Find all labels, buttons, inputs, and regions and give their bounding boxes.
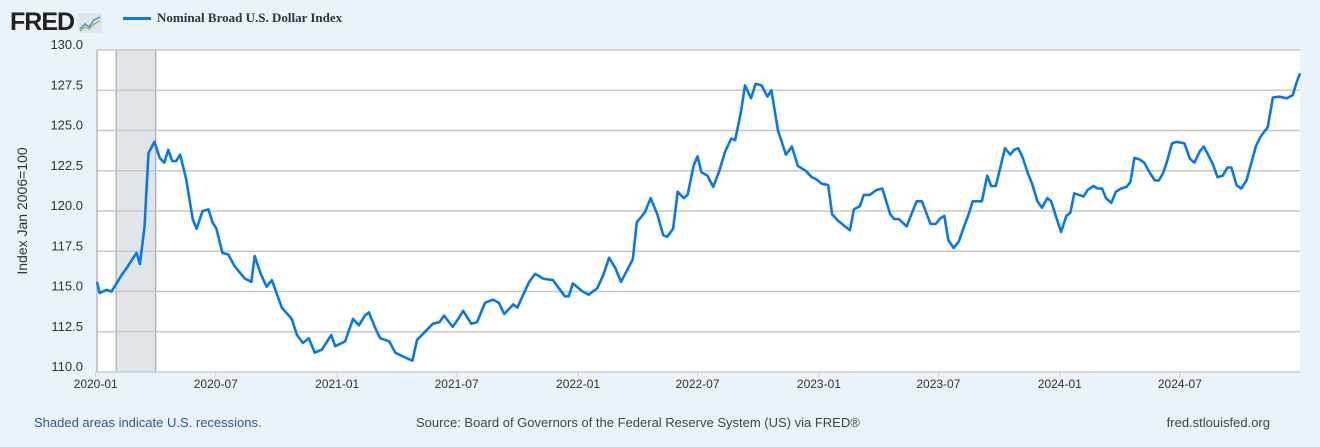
y-tick-labels: 110.0 112.5 115.0 117.5 120.0 122.5 125.0 127.5… bbox=[50, 37, 83, 374]
x-tick-label: 2022-07 bbox=[675, 377, 719, 391]
x-tick-label: 2021-01 bbox=[315, 377, 359, 391]
x-tick-labels: 2020-01 2020-07 2021-01 2021-07 2022-01 2022-… bbox=[74, 372, 1202, 391]
legend-swatch bbox=[123, 16, 151, 20]
line-chart-icon bbox=[78, 12, 103, 33]
y-tick-label: 127.5 bbox=[50, 77, 83, 92]
series-line-dollar-index bbox=[95, 72, 1302, 362]
x-tick-label: 2024-01 bbox=[1038, 377, 1082, 391]
x-tick-label: 2020-01 bbox=[74, 377, 118, 391]
y-tick-label: 115.0 bbox=[51, 279, 83, 294]
y-tick-label: 120.0 bbox=[50, 198, 83, 213]
site-link[interactable]: fred.stlouisfed.org bbox=[1166, 415, 1270, 430]
x-tick-label: 2023-07 bbox=[916, 377, 960, 391]
y-tick-label: 125.0 bbox=[50, 118, 83, 133]
x-tick-label: 2022-01 bbox=[556, 377, 600, 391]
y-axis-label: Index Jan 2006=100 bbox=[14, 147, 30, 274]
legend-label: Nominal Broad U.S. Dollar Index bbox=[157, 10, 343, 25]
line-chart: 110.0 112.5 115.0 117.5 120.0 122.5 125.0 127.5… bbox=[14, 37, 1302, 391]
x-tick-label: 2021-07 bbox=[435, 377, 479, 391]
fred-logo-text: FRED bbox=[10, 8, 75, 36]
y-tick-label: 122.5 bbox=[50, 158, 83, 173]
fred-logo[interactable]: FRED bbox=[10, 8, 103, 37]
source-note: Source: Board of Governors of the Federa… bbox=[416, 415, 860, 430]
y-tick-label: 130.0 bbox=[50, 37, 83, 52]
y-tick-label: 110.0 bbox=[51, 359, 83, 374]
y-tick-label: 112.5 bbox=[51, 319, 83, 334]
x-tick-label: 2020-07 bbox=[194, 377, 238, 391]
x-tick-label: 2024-07 bbox=[1158, 377, 1202, 391]
x-tick-label: 2023-01 bbox=[797, 377, 841, 391]
legend: Nominal Broad U.S. Dollar Index bbox=[123, 10, 342, 26]
y-tick-label: 117.5 bbox=[51, 238, 83, 253]
recession-note: Shaded areas indicate U.S. recessions. bbox=[34, 415, 262, 430]
